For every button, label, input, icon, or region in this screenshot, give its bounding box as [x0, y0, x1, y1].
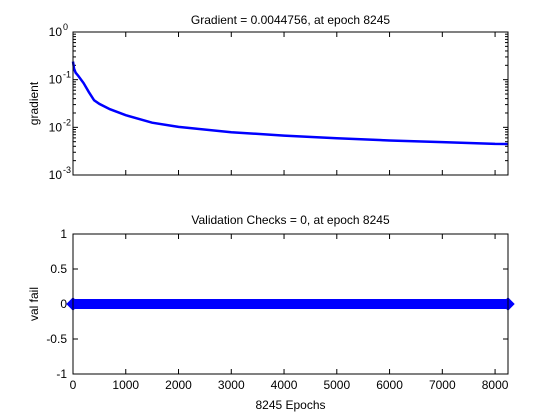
- validation-xtick-label: 8000: [482, 378, 509, 392]
- validation-axes: Validation Checks = 0, at epoch 8245 val…: [27, 213, 515, 412]
- validation-ytick-label: -1: [56, 367, 67, 381]
- gradient-series-line: [71, 61, 509, 146]
- validation-axes-box: [72, 233, 509, 375]
- gradient-ytick-exponent: 0: [63, 22, 68, 32]
- validation-ytick-label: 0: [60, 297, 67, 311]
- gradient-title: Gradient = 0.0044756, at epoch 8245: [191, 13, 390, 27]
- validation-xtick-label: 3000: [218, 378, 245, 392]
- gradient-ytick-label: 10: [49, 168, 63, 182]
- gradient-ytick-label: 10: [49, 25, 63, 39]
- validation-xlabel: 8245 Epochs: [255, 398, 325, 412]
- validation-xtick-label: 7000: [429, 378, 456, 392]
- gradient-ylabel: gradient: [27, 81, 41, 125]
- validation-xtick-label: 1000: [112, 378, 139, 392]
- validation-title: Validation Checks = 0, at epoch 8245: [191, 213, 390, 227]
- gradient-ytick-exponent: -1: [63, 70, 71, 80]
- validation-xtick-label: 2000: [165, 378, 192, 392]
- gradient-axes-box: [72, 31, 509, 176]
- validation-xtick-label: 0: [70, 378, 77, 392]
- validation-xtick-label: 6000: [376, 378, 403, 392]
- gradient-axes: Gradient = 0.0044756, at epoch 8245 grad…: [27, 13, 509, 182]
- validation-xtick-label: 5000: [323, 378, 350, 392]
- validation-ytick-label: 1: [60, 227, 67, 241]
- gradient-plot-area: [73, 32, 508, 175]
- gradient-ytick-label: 10: [49, 73, 63, 87]
- validation-ylabel: val fail: [27, 287, 41, 321]
- validation-ytick-label: 0.5: [50, 262, 67, 276]
- gradient-ytick-exponent: -3: [63, 165, 71, 175]
- validation-x-ticks: 0 1000 2000 3000 4000 5000 6000 7000 8000: [70, 234, 509, 392]
- validation-ytick-label: -0.5: [46, 332, 67, 346]
- gradient-ytick-exponent: -2: [63, 117, 71, 127]
- validation-xtick-label: 4000: [271, 378, 298, 392]
- validation-series: [66, 297, 515, 311]
- gradient-ytick-label: 10: [49, 120, 63, 134]
